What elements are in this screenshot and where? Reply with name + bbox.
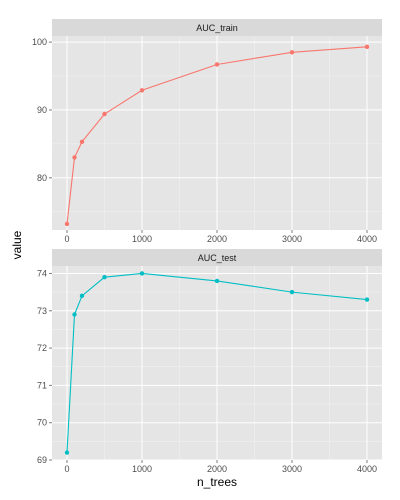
strip-title-auc-train: AUC_train [196, 23, 238, 33]
y-tick-label: 72 [37, 343, 47, 353]
y-tick-label: 71 [37, 380, 47, 390]
y-tick-label: 90 [37, 105, 47, 115]
series-points-auc-test [64, 271, 370, 455]
y-tick-label: 74 [37, 268, 47, 278]
x-tick-label: 1000 [132, 234, 152, 244]
strip-title-auc-test: AUC_test [198, 253, 237, 263]
y-axis-title: value [10, 230, 24, 259]
x-ticks-auc-test: 0 1000 2000 3000 4000 [64, 460, 377, 474]
series-line-auc-train [66, 46, 368, 224]
y-tick-label: 70 [37, 418, 47, 428]
series-line-auc-test [66, 272, 368, 453]
data-point-auc-train [289, 50, 295, 55]
data-point-auc-train [72, 155, 77, 160]
x-tick-label: 3000 [282, 464, 302, 474]
x-tick-label: 0 [64, 464, 69, 474]
facet-auc-test: AUC_test 69 70 71 72 73 74 0 1000 2000 3000 4000 [37, 249, 382, 474]
data-point-auc-test [64, 450, 70, 455]
x-tick-label: 4000 [357, 464, 377, 474]
data-point-auc-test [139, 271, 145, 276]
x-tick-label: 0 [64, 234, 69, 244]
data-point-auc-test [289, 289, 295, 295]
data-point-auc-test [102, 274, 107, 280]
strip-background-auc-test [52, 249, 382, 266]
y-tick-label: 69 [37, 455, 47, 465]
strip-background-auc-train [52, 19, 382, 36]
x-tick-label: 2000 [207, 464, 227, 474]
data-point-auc-train [102, 111, 107, 117]
y-tick-label: 73 [37, 306, 47, 316]
x-tick-label: 4000 [357, 234, 377, 244]
data-point-auc-train [364, 44, 370, 50]
y-ticks-auc-test: 69 70 71 72 73 74 [37, 268, 52, 465]
facet-auc-train: AUC_train 80 90 100 0 1000 2000 3000 4000 [32, 19, 382, 244]
data-point-auc-train [214, 62, 220, 67]
x-tick-label: 2000 [207, 234, 227, 244]
x-axis-title: n_trees [197, 475, 237, 489]
y-tick-label: 80 [37, 173, 47, 183]
x-ticks-auc-train: 0 1000 2000 3000 4000 [64, 230, 377, 244]
gridlines-auc-train [52, 36, 382, 230]
data-point-auc-test [364, 297, 370, 302]
data-point-auc-train [79, 139, 85, 145]
y-tick-label: 100 [32, 37, 47, 47]
y-ticks-auc-train: 80 90 100 [32, 37, 52, 183]
data-point-auc-test [72, 312, 77, 317]
data-point-auc-test [214, 278, 220, 284]
series-points-auc-train [64, 44, 370, 227]
data-point-auc-train [64, 221, 70, 227]
data-point-auc-test [79, 293, 85, 299]
x-tick-label: 3000 [282, 234, 302, 244]
data-point-auc-train [139, 88, 145, 93]
x-tick-label: 1000 [132, 464, 152, 474]
